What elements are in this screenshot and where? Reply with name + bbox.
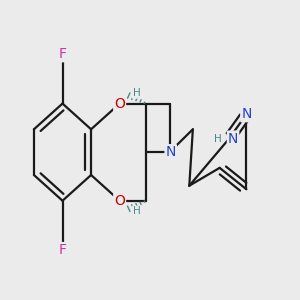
Text: H: H	[214, 134, 221, 144]
Text: H: H	[133, 88, 140, 98]
Text: N: N	[241, 107, 252, 121]
Text: H: H	[133, 206, 140, 216]
Text: F: F	[58, 243, 67, 257]
Text: N: N	[166, 145, 176, 159]
Text: O: O	[114, 194, 125, 208]
Text: N: N	[228, 132, 238, 145]
Text: O: O	[114, 97, 125, 111]
Text: F: F	[58, 47, 67, 61]
